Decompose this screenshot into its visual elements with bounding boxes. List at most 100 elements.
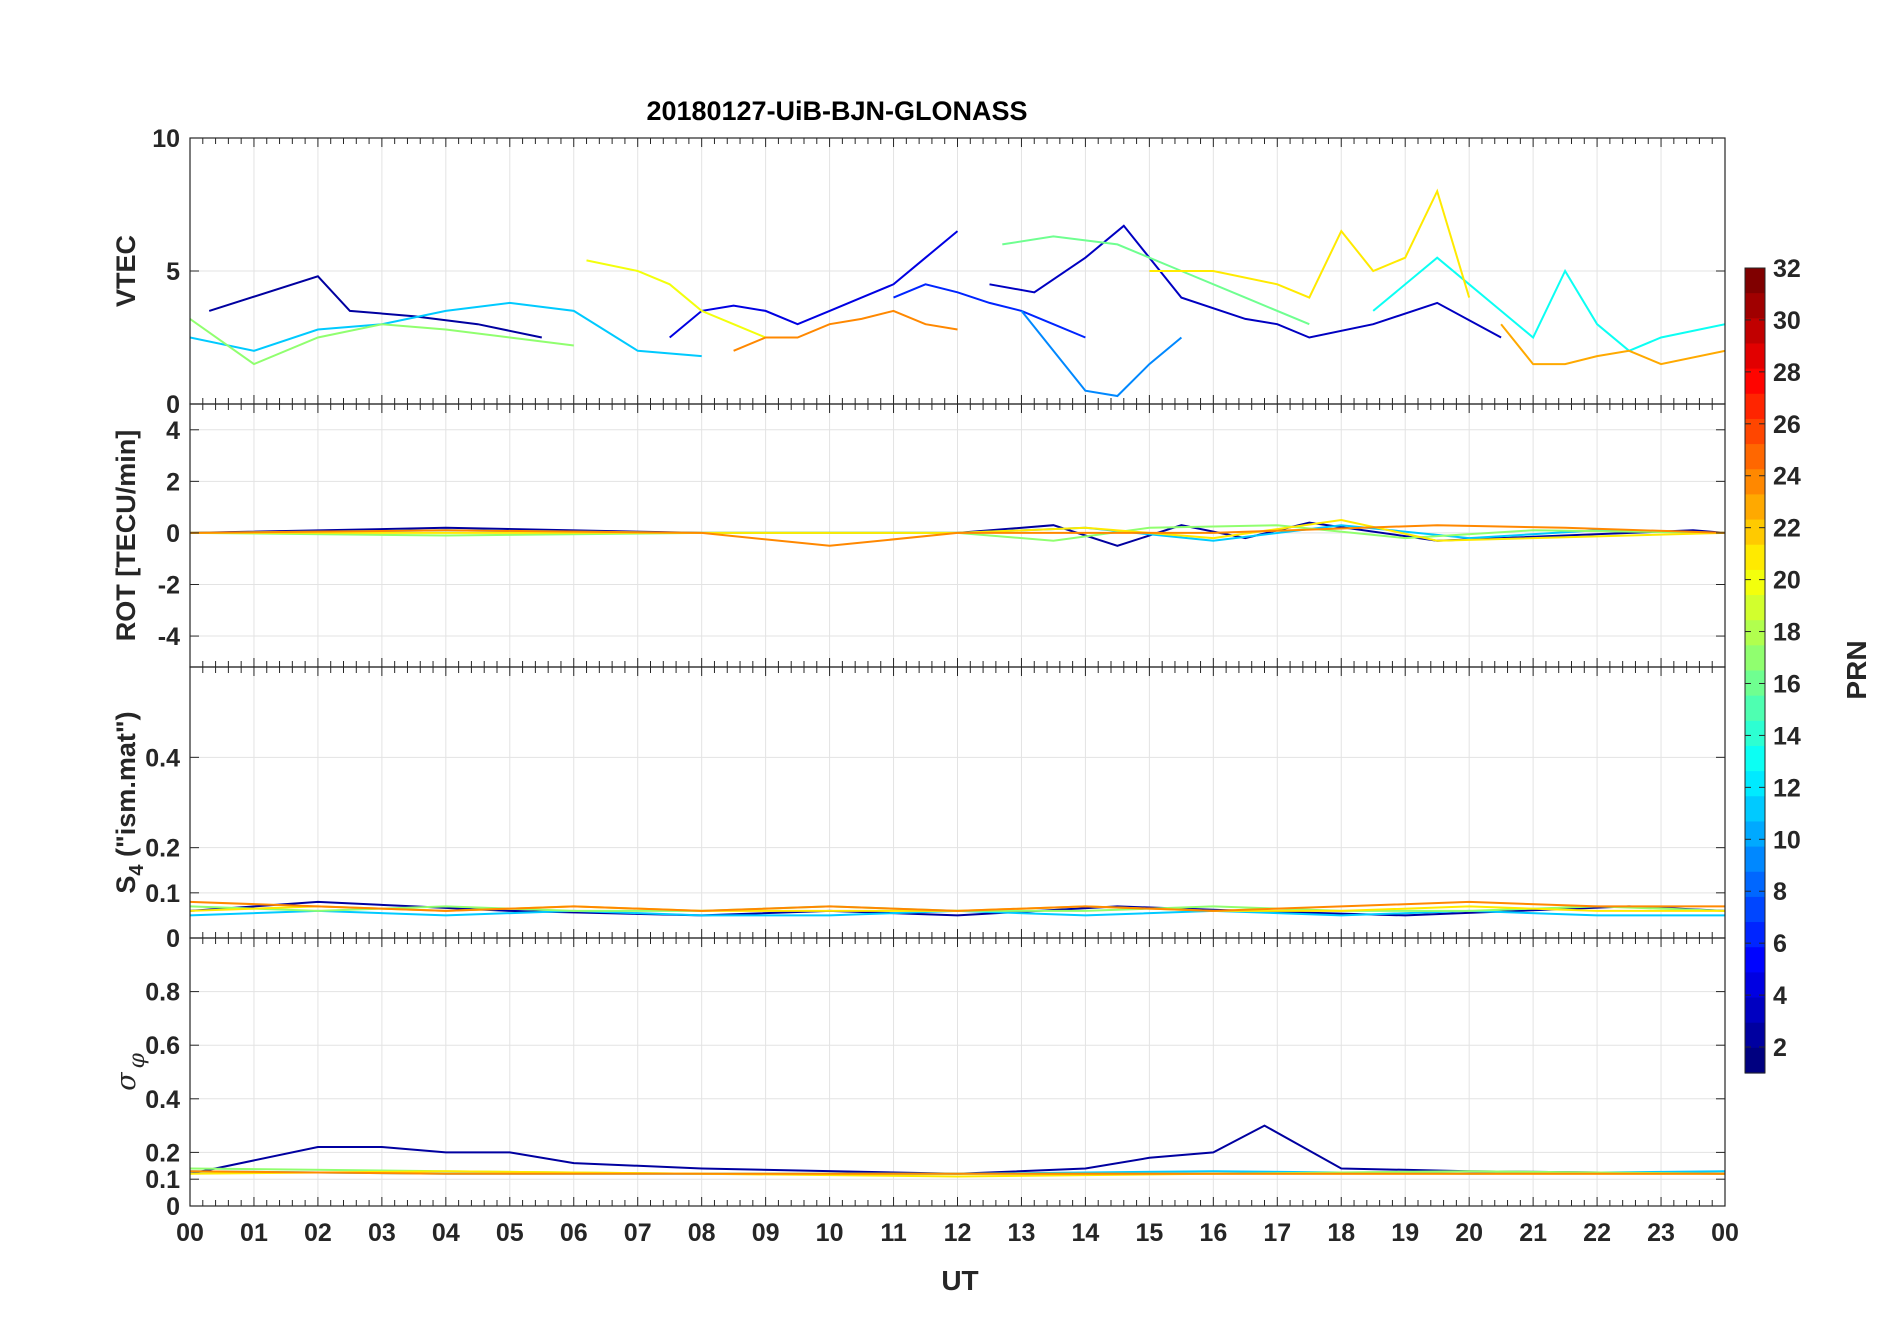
colorbar-swatch — [1745, 418, 1765, 445]
series-line-prn-11 — [190, 301, 702, 358]
colorbar-swatch — [1745, 469, 1765, 496]
series-group — [190, 188, 1725, 398]
y-tick-label: 0 — [166, 391, 180, 419]
y-tick-label: -2 — [158, 571, 180, 599]
colorbar-tick-label: 10 — [1773, 826, 1801, 854]
colorbar-swatch — [1745, 645, 1765, 672]
colorbar-tick-label: 2 — [1773, 1034, 1787, 1062]
x-tick-label: 17 — [1263, 1219, 1291, 1247]
colorbar-tick-label: 8 — [1773, 878, 1787, 906]
series-line-prn-17 — [190, 524, 1725, 542]
series-line-prn-4 — [669, 230, 959, 339]
panel-vtec: 0 5 10 VTEC — [111, 125, 1726, 419]
panel-sigma_phi: 00.10.2 0.4 0.6 0.8 σφ 00 01 02 03 04 05 06 07 08 09 10… — [111, 937, 1739, 1247]
x-tick-label: 07 — [624, 1219, 652, 1247]
colorbar-swatch — [1745, 595, 1765, 621]
series-group — [190, 1124, 1725, 1178]
series-line-prn-24 — [733, 309, 958, 352]
series-line-prn-9 — [1020, 310, 1183, 398]
series-group — [190, 518, 1725, 547]
panel-s4: 0 0.1 0.2 0.4S4 ("ism.mat") — [111, 666, 1726, 953]
series-line-prn-13 — [1372, 256, 1725, 352]
colorbar-swatch — [1745, 695, 1765, 722]
colorbar-swatch — [1745, 368, 1765, 395]
y-tick-label: 0.8 — [145, 979, 180, 1007]
colorbar-swatch — [1745, 720, 1765, 747]
series-line-prn-6 — [893, 283, 1086, 339]
colorbar-tick-label: 14 — [1773, 722, 1801, 750]
y-tick-label: 0.6 — [145, 1032, 180, 1060]
colorbar-swatch — [1745, 268, 1765, 294]
y-axis-label: S4 ("ism.mat") — [111, 711, 148, 893]
series-line-prn-17 — [190, 318, 574, 366]
panel-rot: -4 -2 0 2 4 ROT [TECU/min] — [111, 403, 1726, 668]
x-tick-label: 00 — [176, 1219, 204, 1247]
y-tick-label: 0.1 — [145, 880, 180, 908]
colorbar-tick-label: 32 — [1773, 255, 1801, 283]
colorbar-swatch — [1745, 494, 1765, 521]
x-tick-label: 15 — [1135, 1219, 1163, 1247]
colorbar-swatch — [1745, 293, 1765, 319]
x-tick-label: 02 — [304, 1219, 332, 1247]
y-tick-label: 0.4 — [145, 1086, 180, 1114]
colorbar-swatch — [1745, 896, 1765, 923]
x-tick-label: 03 — [368, 1219, 396, 1247]
series-line-prn-3 — [989, 224, 1502, 339]
colorbar-swatch — [1745, 569, 1765, 596]
x-tick-label: 00 — [1711, 1219, 1739, 1247]
x-tick-label: 13 — [1008, 1219, 1036, 1247]
y-tick-label: 0.2 — [145, 835, 180, 863]
chart-title: 20180127-UiB-BJN-GLONASS — [646, 96, 1027, 126]
colorbar-swatch — [1745, 796, 1765, 823]
series-line-prn-20 — [586, 259, 766, 339]
x-tick-label: 12 — [944, 1219, 972, 1247]
x-tick-label: 11 — [880, 1219, 907, 1247]
series-line-prn-24 — [190, 1170, 1725, 1175]
y-tick-label: 2 — [166, 468, 180, 496]
y-tick-label: 0 — [166, 1193, 180, 1221]
colorbar-swatch — [1745, 821, 1765, 848]
x-tick-label: 20 — [1455, 1219, 1483, 1247]
y-tick-label: 4 — [166, 417, 180, 445]
x-tick-label: 05 — [496, 1219, 524, 1247]
y-axis-label: VTEC — [111, 235, 141, 307]
y-tick-label: 5 — [166, 258, 180, 286]
colorbar-swatch — [1745, 997, 1765, 1024]
series-line-prn-24 — [190, 900, 1725, 912]
colorbar-swatch — [1745, 771, 1765, 797]
x-tick-label: 16 — [1199, 1219, 1227, 1247]
colorbar-swatch — [1745, 544, 1765, 571]
colorbar-swatch — [1745, 393, 1765, 420]
series-line-prn-24 — [190, 524, 1725, 547]
colorbar-swatch — [1745, 670, 1765, 697]
colorbar-frame — [1744, 267, 1766, 1074]
colorbar-swatch — [1745, 519, 1765, 546]
x-tick-label: 14 — [1072, 1219, 1100, 1247]
y-tick-label: -4 — [158, 623, 180, 651]
colorbar-swatch — [1745, 871, 1765, 898]
colorbar-tick-label: 12 — [1773, 774, 1801, 802]
colorbar-swatch — [1745, 343, 1765, 370]
colorbar-swatch — [1745, 947, 1765, 973]
colorbar-swatch — [1745, 1047, 1765, 1074]
x-tick-label: 08 — [688, 1219, 716, 1247]
colorbar-tick-label: 4 — [1773, 982, 1787, 1010]
colorbar-tick-label: 24 — [1773, 463, 1801, 491]
x-tick-label: 01 — [240, 1219, 268, 1247]
colorbar-tick-label: 28 — [1773, 359, 1801, 387]
series-line-prn-2 — [208, 275, 543, 339]
series-line-prn-21 — [190, 518, 1725, 542]
y-tick-label: 0 — [166, 520, 180, 548]
y-tick-label: 10 — [152, 125, 180, 153]
x-tick-label: 04 — [432, 1219, 460, 1247]
x-tick-label: 09 — [752, 1219, 780, 1247]
x-axis-label: UT — [941, 1265, 978, 1296]
colorbar-swatch — [1745, 620, 1765, 646]
series-line-prn-23 — [1500, 323, 1725, 366]
colorbar-swatch — [1745, 745, 1765, 772]
y-axis-label: σφ — [111, 1052, 150, 1090]
colorbar-tick-label: 22 — [1773, 515, 1801, 543]
